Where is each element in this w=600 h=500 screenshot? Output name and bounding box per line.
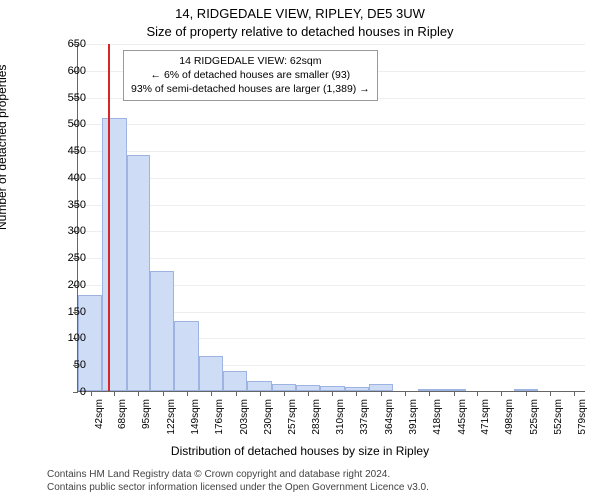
x-tick-label: 445sqm bbox=[457, 399, 468, 449]
x-tick-label: 68sqm bbox=[117, 399, 128, 449]
x-tick-mark bbox=[332, 391, 333, 396]
x-tick-label: 391sqm bbox=[408, 399, 419, 449]
property-marker-line bbox=[108, 44, 110, 391]
y-tick-label: 650 bbox=[46, 38, 86, 50]
chart-title-line1: 14, RIDGEDALE VIEW, RIPLEY, DE5 3UW bbox=[0, 6, 600, 21]
y-tick-label: 400 bbox=[46, 172, 86, 184]
property-info-box: 14 RIDGEDALE VIEW: 62sqm← 6% of detached… bbox=[123, 50, 378, 101]
gridline bbox=[78, 205, 585, 206]
y-tick-label: 450 bbox=[46, 145, 86, 157]
x-tick-mark bbox=[187, 391, 188, 396]
y-axis-label: Number of detached properties bbox=[0, 65, 9, 230]
y-tick-label: 550 bbox=[46, 92, 86, 104]
info-box-line: 93% of semi-detached houses are larger (… bbox=[131, 82, 370, 96]
y-tick-label: 200 bbox=[46, 279, 86, 291]
x-tick-label: 552sqm bbox=[553, 399, 564, 449]
x-tick-label: 310sqm bbox=[335, 399, 346, 449]
y-tick-label: 500 bbox=[46, 118, 86, 130]
x-tick-label: 337sqm bbox=[359, 399, 370, 449]
info-box-line: ← 6% of detached houses are smaller (93) bbox=[131, 68, 370, 82]
x-tick-label: 498sqm bbox=[504, 399, 515, 449]
gridline bbox=[78, 231, 585, 232]
x-tick-label: 176sqm bbox=[214, 399, 225, 449]
x-tick-label: 95sqm bbox=[141, 399, 152, 449]
x-tick-mark bbox=[429, 391, 430, 396]
histogram-bar bbox=[223, 371, 247, 391]
x-tick-mark bbox=[260, 391, 261, 396]
x-tick-label: 471sqm bbox=[480, 399, 491, 449]
x-tick-mark bbox=[163, 391, 164, 396]
x-tick-mark bbox=[211, 391, 212, 396]
x-tick-mark bbox=[405, 391, 406, 396]
x-tick-mark bbox=[381, 391, 382, 396]
x-tick-mark bbox=[236, 391, 237, 396]
y-tick-label: 250 bbox=[46, 252, 86, 264]
y-tick-label: 300 bbox=[46, 225, 86, 237]
x-tick-mark bbox=[526, 391, 527, 396]
y-tick-label: 350 bbox=[46, 199, 86, 211]
gridline bbox=[78, 44, 585, 45]
x-tick-mark bbox=[114, 391, 115, 396]
x-tick-label: 149sqm bbox=[190, 399, 201, 449]
footer-line2: Contains public sector information licen… bbox=[47, 481, 429, 494]
histogram-bar bbox=[199, 356, 223, 391]
x-tick-mark bbox=[501, 391, 502, 396]
gridline bbox=[78, 258, 585, 259]
histogram-bar bbox=[272, 384, 296, 391]
y-tick-label: 0 bbox=[46, 386, 86, 398]
x-tick-mark bbox=[91, 391, 92, 396]
x-tick-mark bbox=[454, 391, 455, 396]
x-tick-mark bbox=[477, 391, 478, 396]
x-tick-mark bbox=[284, 391, 285, 396]
x-tick-mark bbox=[308, 391, 309, 396]
gridline bbox=[78, 178, 585, 179]
info-box-line: 14 RIDGEDALE VIEW: 62sqm bbox=[131, 54, 370, 68]
x-tick-mark bbox=[138, 391, 139, 396]
x-tick-label: 257sqm bbox=[287, 399, 298, 449]
x-tick-label: 525sqm bbox=[529, 399, 540, 449]
x-tick-mark bbox=[356, 391, 357, 396]
y-tick-label: 600 bbox=[46, 65, 86, 77]
x-tick-label: 283sqm bbox=[311, 399, 322, 449]
x-tick-mark bbox=[550, 391, 551, 396]
x-tick-label: 579sqm bbox=[577, 399, 588, 449]
x-tick-mark bbox=[574, 391, 575, 396]
histogram-bar bbox=[369, 384, 393, 391]
chart-title-line2: Size of property relative to detached ho… bbox=[0, 24, 600, 39]
x-tick-label: 418sqm bbox=[432, 399, 443, 449]
histogram-bar bbox=[150, 271, 174, 391]
plot-area: 14 RIDGEDALE VIEW: 62sqm← 6% of detached… bbox=[77, 44, 585, 392]
x-tick-label: 364sqm bbox=[384, 399, 395, 449]
footer-line1: Contains HM Land Registry data © Crown c… bbox=[47, 468, 429, 481]
histogram-bar bbox=[247, 381, 271, 391]
chart-container: { "chart": { "type": "histogram", "title… bbox=[0, 0, 600, 500]
gridline bbox=[78, 124, 585, 125]
histogram-bar bbox=[127, 155, 150, 391]
histogram-bar bbox=[174, 321, 198, 391]
y-tick-label: 50 bbox=[46, 359, 86, 371]
gridline bbox=[78, 151, 585, 152]
histogram-bar bbox=[102, 118, 126, 391]
footer-attribution: Contains HM Land Registry data © Crown c… bbox=[47, 468, 429, 494]
x-tick-label: 122sqm bbox=[166, 399, 177, 449]
x-tick-label: 42sqm bbox=[94, 399, 105, 449]
x-tick-label: 230sqm bbox=[263, 399, 274, 449]
y-tick-label: 150 bbox=[46, 306, 86, 318]
x-tick-label: 203sqm bbox=[239, 399, 250, 449]
y-tick-label: 100 bbox=[46, 332, 86, 344]
